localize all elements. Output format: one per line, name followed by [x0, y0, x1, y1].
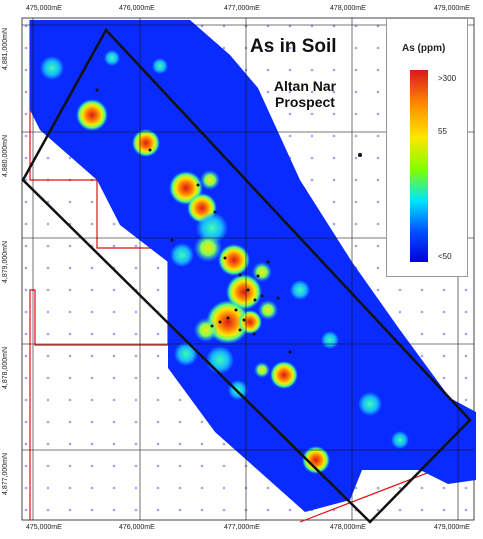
y-tick-4: 4,878,000mN — [2, 346, 9, 389]
x-tick-top-5: 479,000mE — [434, 5, 470, 12]
x-tick-top-4: 478,000mE — [330, 5, 366, 12]
x-tick-bottom-1: 475,000mE — [26, 524, 62, 531]
x-tick-bottom-5: 479,000mE — [434, 524, 470, 531]
map-title: As in Soil — [250, 36, 337, 57]
prospect-outline — [21, 27, 472, 524]
legend-mid-label: 55 — [438, 127, 447, 136]
x-tick-top-3: 477,000mE — [224, 5, 260, 12]
y-tick-3: 4,879,000mN — [2, 240, 9, 283]
x-tick-bottom-4: 478,000mE — [330, 524, 366, 531]
legend-color-ramp — [410, 70, 428, 262]
x-tick-bottom-3: 477,000mE — [224, 524, 260, 531]
legend-high-label: >300 — [438, 74, 457, 83]
subtitle-line-2: Prospect — [275, 94, 335, 110]
x-tick-top-2: 476,000mE — [119, 5, 155, 12]
rock-sample-points — [95, 88, 362, 354]
legend-title: As (ppm) — [402, 43, 446, 54]
x-tick-top-1: 475,000mE — [26, 5, 62, 12]
anomaly-layer — [40, 50, 409, 474]
x-tick-bottom-2: 476,000mE — [119, 524, 155, 531]
map-subtitle: Altan Nar Prospect — [262, 78, 348, 110]
y-tick-5: 4,877,000mN — [2, 452, 9, 495]
y-tick-1: 4,881,000mN — [2, 27, 9, 70]
legend-low-label: <50 — [438, 252, 452, 261]
y-tick-2: 4,880,000mN — [2, 134, 9, 177]
subtitle-line-1: Altan Nar — [273, 78, 337, 94]
